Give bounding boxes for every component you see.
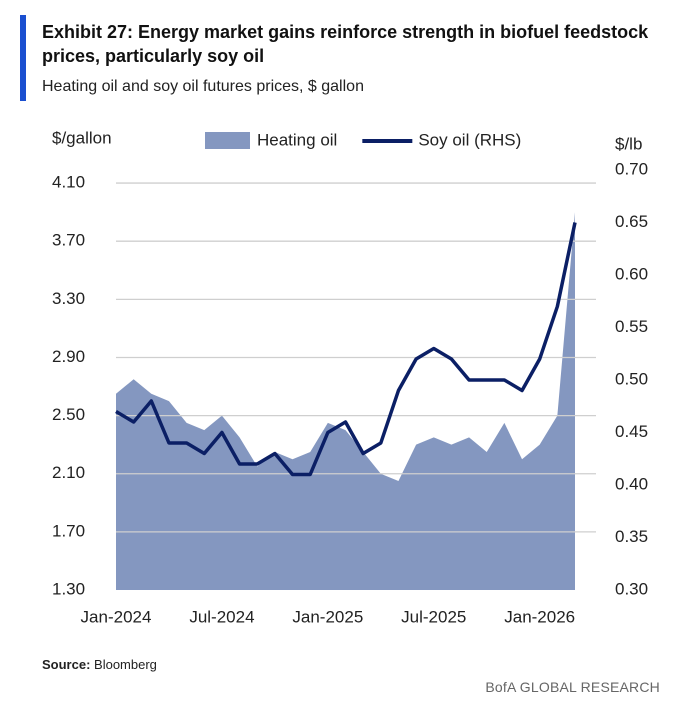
y2-tick-label: 0.35 (615, 527, 648, 546)
line (115, 222, 577, 477)
y2-tick-label: 0.60 (615, 264, 648, 283)
source: Source: Bloomberg (42, 657, 157, 672)
x-tick-label: Jan-2026 (504, 607, 575, 626)
footer: BofA GLOBAL RESEARCH (485, 679, 660, 695)
legend-label: Heating oil (257, 130, 337, 149)
subtitle: Heating oil and soy oil futures prices, … (42, 78, 364, 95)
area (116, 212, 575, 590)
y2-tick-label: 0.40 (615, 474, 648, 493)
legend-label: Soy oil (RHS) (418, 130, 521, 149)
y2-tick-label: 0.55 (615, 317, 648, 336)
x-tick-label: Jul-2025 (401, 607, 466, 626)
y2-tick-label: 0.30 (615, 579, 648, 598)
legend-swatch (205, 132, 250, 149)
chart: $/gallon $/lb 1.30 1.70 2.10 2.50 2.90 3.30 3.70… (52, 128, 648, 626)
title: Exhibit 27: Energy market gains reinforc… (42, 22, 649, 66)
y-tick-label: 4.10 (52, 173, 85, 192)
y-tick-label: 3.70 (52, 231, 85, 250)
source-label: Source: (42, 657, 91, 672)
y2-axis-title: $/lb (615, 134, 642, 153)
y2-tick-label: 0.65 (615, 212, 648, 231)
y2-tick-label: 0.50 (615, 369, 648, 388)
y-tick-label: 3.30 (52, 289, 85, 308)
y-tick-label: 1.30 (52, 579, 85, 598)
y-tick-label: 1.70 (52, 521, 85, 540)
y-tick-label: 2.50 (52, 405, 85, 424)
y-axis-title: $/gallon (52, 128, 112, 147)
y-tick-label: 2.90 (52, 347, 85, 366)
y-tick-label: 2.10 (52, 463, 85, 482)
title-accent (20, 15, 26, 101)
y2-tick-label: 0.45 (615, 422, 648, 441)
x-tick-label: Jul-2024 (189, 607, 254, 626)
x-tick-label: Jan-2024 (81, 607, 152, 626)
source-text: Bloomberg (94, 657, 157, 672)
x-tick-label: Jan-2025 (292, 607, 363, 626)
y2-tick-label: 0.70 (615, 159, 648, 178)
